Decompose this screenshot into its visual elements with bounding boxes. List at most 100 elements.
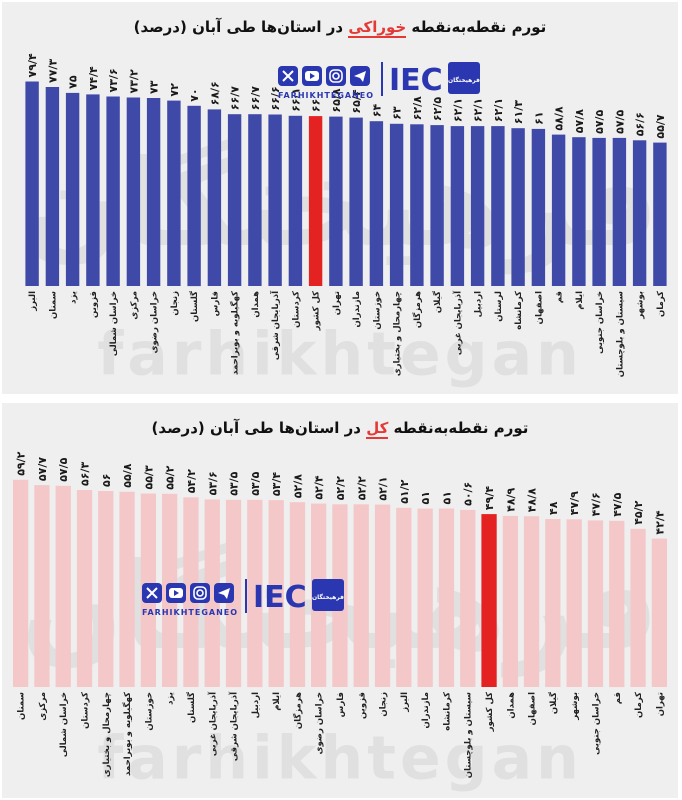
- value-label: ۴۵/۲: [632, 500, 645, 524]
- value-label: ۶۴: [370, 103, 383, 117]
- category-label: گلستان: [186, 692, 197, 723]
- category-label: آذربایجان شرقی: [269, 290, 281, 360]
- bar: [106, 96, 120, 286]
- value-label: ۷۷/۳: [46, 59, 59, 83]
- value-label: ۶۸/۶: [208, 81, 221, 105]
- bar: [609, 520, 625, 688]
- bar: [592, 137, 606, 286]
- category-label: اصفهان: [528, 692, 538, 725]
- value-label: ۵۱: [441, 491, 454, 504]
- bar: [545, 519, 561, 687]
- category-label: یزد: [69, 291, 79, 304]
- value-label: ۴۸/۹: [504, 487, 517, 511]
- category-label: کهگیلویه و بویراحمد: [122, 692, 133, 776]
- total-inflation-chart: فرهیختگانfarhikhtegan۵۹/۲۵۷/۷۵۷/۵۵۶/۳۵۶۵…: [13, 451, 667, 793]
- title-highlight: کل: [366, 419, 389, 439]
- value-label: ۶۶: [310, 99, 323, 112]
- category-label: خوزستان: [144, 692, 154, 731]
- bar: [55, 485, 71, 688]
- bar: [187, 105, 201, 287]
- youtube-icon: [302, 66, 322, 86]
- category-label: خراسان شمالی: [109, 291, 119, 356]
- bar: [450, 126, 465, 286]
- title-part-1: تورم نقطه‌به‌نقطه: [406, 18, 547, 36]
- value-label: ۷۳/۶: [107, 68, 120, 92]
- category-label: خوزستان: [372, 291, 382, 330]
- value-label: ۵۶/۳: [79, 462, 92, 486]
- value-label: ۶۲/۱: [451, 98, 464, 122]
- telegram-icon: [214, 583, 234, 603]
- bar: [204, 499, 220, 687]
- value-label: ۷۲: [168, 83, 181, 97]
- value-label: ۵۲/۱: [377, 476, 390, 500]
- category-label: تهران: [332, 291, 342, 315]
- bar: [98, 491, 114, 687]
- value-label: ۵۵/۸: [121, 463, 134, 487]
- bar: [207, 109, 222, 287]
- category-label: چهارمحال و بختیاری: [393, 291, 403, 376]
- bar: [410, 124, 424, 286]
- category-label: کردستان: [81, 692, 91, 729]
- title-part-2: در استان‌ها طی آبان (درصد): [133, 18, 349, 36]
- category-label: آذربایجان غربی: [451, 290, 463, 355]
- value-label: ۷۳/۲: [127, 69, 140, 93]
- category-label: همدان: [506, 692, 516, 719]
- bar: [34, 485, 50, 687]
- category-label: کل کشور: [312, 291, 322, 331]
- title-part-1: تورم نقطه‌به‌نقطه: [388, 419, 529, 437]
- category-labels: سمنان مرکزی خراسان شمالی کردستان چهارمحال و …: [17, 691, 666, 778]
- bar: [247, 499, 263, 688]
- bar: [460, 509, 476, 687]
- category-label: زنجان: [170, 291, 180, 316]
- food-inflation-chart: فرهیختگانfarhikhtegan۷۹/۴۷۷/۳۷۵۷۴/۴۷۳/۶۷…: [21, 53, 667, 389]
- bar: [630, 528, 646, 687]
- value-label: ۷۹/۴: [26, 53, 39, 77]
- category-label: کرمان: [656, 291, 666, 317]
- value-label: ۴۸: [547, 501, 560, 515]
- watermark-en: farhikhtegan: [97, 723, 583, 793]
- category-label: کرمان: [634, 692, 644, 718]
- watermark-en: farhikhtegan: [97, 319, 583, 389]
- value-label: ۵۲/۲: [334, 476, 347, 500]
- total-inflation-panel: تورم نقطه‌به‌نقطه کل در استان‌ها طی آبان…: [2, 403, 678, 798]
- category-label: هرمزگان: [412, 291, 423, 328]
- food-chart-title: تورم نقطه‌به‌نقطه خوراکی در استان‌ها طی …: [2, 18, 678, 38]
- value-label: ۴۷/۹: [568, 491, 581, 515]
- bar: [632, 140, 647, 286]
- category-label: قم: [555, 291, 565, 303]
- bar: [417, 508, 433, 687]
- total-chart-title: تورم نقطه‌به‌نقطه کل در استان‌ها طی آبان…: [2, 419, 678, 439]
- logo-badge: [312, 579, 344, 611]
- bar: [146, 98, 161, 286]
- instagram-icon: [190, 583, 210, 603]
- value-label: ۵۰/۶: [462, 482, 475, 506]
- value-label: ۴۷/۵: [611, 492, 624, 516]
- category-label: اردبیل: [251, 692, 261, 719]
- logo-text: IEC: [253, 580, 307, 615]
- bar: [349, 117, 363, 286]
- value-label: ۵۳/۴: [270, 472, 283, 496]
- category-label: کردستان: [291, 291, 301, 328]
- value-label: ۶۳: [391, 106, 404, 120]
- bar: [502, 515, 518, 687]
- category-label: سیستان و بلوچستان: [615, 291, 625, 377]
- bar: [45, 87, 60, 286]
- bar: [653, 142, 667, 286]
- bar: [288, 115, 303, 286]
- bar: [329, 116, 343, 286]
- category-label: کل کشور: [485, 692, 495, 732]
- bar: [86, 94, 100, 287]
- brand-name: FARHIKHTEGANEO: [278, 91, 374, 100]
- category-label: ایلام: [272, 692, 282, 711]
- category-labels: البرز سمنان یزد قزوین خراسان شمالی مرکزی خراسا…: [28, 290, 666, 377]
- bar: [566, 519, 582, 687]
- bar: [612, 137, 627, 286]
- bar: [248, 114, 262, 286]
- value-label: ۶۲/۱: [492, 98, 505, 122]
- value-label: ۵۱/۲: [398, 479, 411, 503]
- bars: [25, 81, 667, 287]
- value-label: ۵۵/۲: [164, 465, 177, 489]
- logo-text: IEC: [389, 63, 443, 98]
- value-label: ۵۷/۷: [36, 457, 49, 481]
- value-label: ۷۵: [67, 75, 80, 89]
